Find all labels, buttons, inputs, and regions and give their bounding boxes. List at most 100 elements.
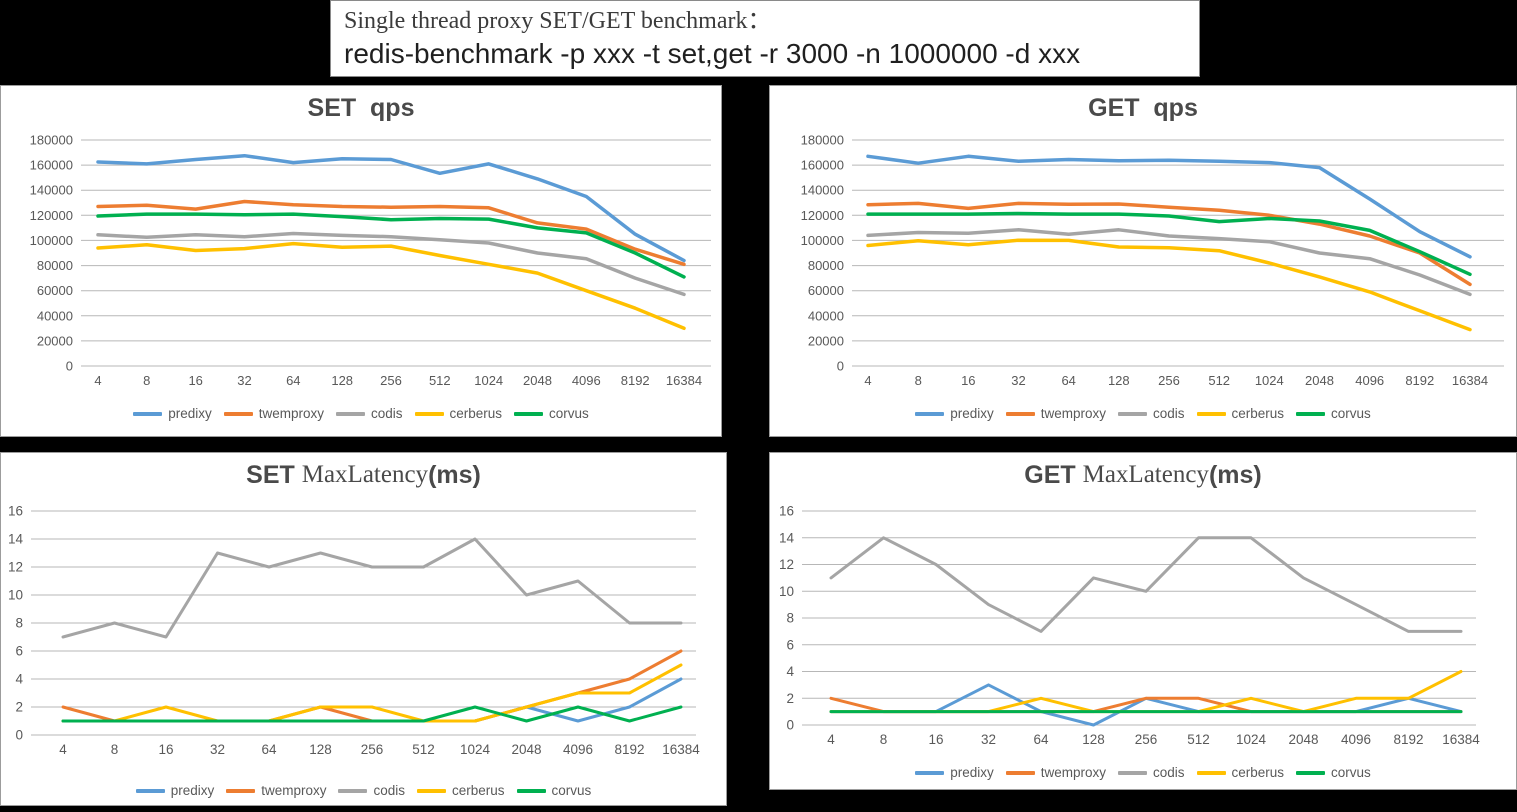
svg-text:1024: 1024 bbox=[1255, 373, 1284, 388]
legend-label-cerberus: cerberus bbox=[449, 406, 503, 421]
svg-text:128: 128 bbox=[1108, 373, 1130, 388]
legend-line-swatch-cerberus bbox=[414, 411, 444, 416]
legend-set-maxlatency: predixy twemproxy codis cerberus corvus bbox=[1, 783, 726, 798]
svg-text:1024: 1024 bbox=[460, 742, 491, 757]
legend-line-swatch-twemproxy bbox=[1005, 411, 1035, 416]
svg-text:8: 8 bbox=[143, 373, 150, 388]
legend-label-codis: codis bbox=[1152, 406, 1185, 421]
svg-text:100000: 100000 bbox=[30, 233, 73, 248]
svg-text:4: 4 bbox=[59, 742, 67, 757]
legend-label-cerberus: cerberus bbox=[1231, 406, 1285, 421]
svg-text:4: 4 bbox=[827, 732, 835, 747]
legend-label-predixy: predixy bbox=[950, 406, 994, 421]
svg-text:2048: 2048 bbox=[523, 373, 552, 388]
svg-text:512: 512 bbox=[1208, 373, 1230, 388]
legend-line-swatch-twemproxy bbox=[1005, 770, 1035, 775]
svg-text:4096: 4096 bbox=[563, 742, 593, 757]
chart-title-get-maxlatency: GET MaxLatency (ms) bbox=[770, 453, 1516, 497]
legend-set-qps: predixy twemproxy codis cerberus corvus bbox=[1, 406, 721, 421]
svg-text:8: 8 bbox=[915, 373, 922, 388]
svg-text:0: 0 bbox=[15, 728, 23, 743]
svg-text:64: 64 bbox=[286, 373, 300, 388]
legend-item-corvus: corvus bbox=[1296, 765, 1371, 780]
legend-get-qps: predixy twemproxy codis cerberus corvus bbox=[770, 406, 1516, 421]
legend-line-swatch-twemproxy bbox=[226, 788, 256, 793]
svg-text:100000: 100000 bbox=[801, 233, 844, 248]
legend-item-predixy: predixy bbox=[135, 783, 215, 798]
svg-text:16: 16 bbox=[8, 504, 23, 519]
legend-item-twemproxy: twemproxy bbox=[1005, 765, 1106, 780]
title-bold-left: GET bbox=[1024, 460, 1083, 489]
legend-item-cerberus: cerberus bbox=[1196, 406, 1285, 421]
svg-text:2: 2 bbox=[786, 691, 794, 706]
svg-text:2048: 2048 bbox=[1288, 732, 1318, 747]
svg-text:0: 0 bbox=[786, 718, 794, 733]
legend-label-predixy: predixy bbox=[170, 783, 215, 798]
legend-label-twemproxy: twemproxy bbox=[1040, 765, 1106, 780]
svg-text:32: 32 bbox=[237, 373, 251, 388]
svg-text:16: 16 bbox=[928, 732, 943, 747]
legend-label-codis: codis bbox=[1152, 765, 1185, 780]
svg-text:4: 4 bbox=[864, 373, 871, 388]
svg-text:0: 0 bbox=[66, 359, 73, 374]
svg-text:140000: 140000 bbox=[30, 183, 73, 198]
legend-line-swatch-twemproxy bbox=[223, 411, 253, 416]
svg-text:2048: 2048 bbox=[1305, 373, 1334, 388]
svg-text:32: 32 bbox=[981, 732, 996, 747]
svg-text:160000: 160000 bbox=[801, 158, 844, 173]
legend-label-cerberus: cerberus bbox=[1231, 765, 1285, 780]
legend-line-swatch-predixy bbox=[133, 411, 163, 416]
benchmark-title-box: Single thread proxy SET/GET benchmark： r… bbox=[330, 0, 1200, 77]
legend-label-predixy: predixy bbox=[168, 406, 212, 421]
legend-item-cerberus: cerberus bbox=[417, 783, 505, 798]
svg-text:16384: 16384 bbox=[1452, 373, 1488, 388]
panel-set-maxlatency: SET MaxLatency (ms) 0 2 4 6 8 10 12 14 16 4 8 16 32 64… bbox=[0, 452, 727, 806]
legend-line-swatch-predixy bbox=[135, 788, 165, 793]
svg-text:160000: 160000 bbox=[30, 158, 73, 173]
legend-line-swatch-corvus bbox=[516, 788, 546, 793]
title-serif: MaxLatency bbox=[1082, 461, 1209, 488]
title-bold-right: (ms) bbox=[428, 460, 481, 489]
svg-text:80000: 80000 bbox=[808, 258, 844, 273]
svg-text:12: 12 bbox=[779, 557, 794, 572]
svg-text:64: 64 bbox=[1033, 732, 1049, 747]
svg-text:2: 2 bbox=[15, 700, 23, 715]
legend-label-cerberus: cerberus bbox=[452, 783, 505, 798]
benchmark-command-line: redis-benchmark -p xxx -t set,get -r 300… bbox=[344, 38, 1081, 69]
get-maxlatency-plot: 0 2 4 6 8 10 12 14 16 4 8 16 32 64 128 256 512 1024 2048 40… bbox=[779, 504, 1480, 748]
set-maxlatency-plot: 0 2 4 6 8 10 12 14 16 4 8 16 32 64 128 256 512 1024 2048 40… bbox=[8, 504, 700, 758]
legend-line-swatch-codis bbox=[338, 788, 368, 793]
svg-text:16: 16 bbox=[188, 373, 202, 388]
svg-text:256: 256 bbox=[380, 373, 402, 388]
legend-line-swatch-predixy bbox=[915, 411, 945, 416]
svg-text:256: 256 bbox=[361, 742, 384, 757]
legend-label-codis: codis bbox=[373, 783, 405, 798]
legend-line-swatch-corvus bbox=[514, 411, 544, 416]
svg-text:64: 64 bbox=[1061, 373, 1075, 388]
chart-title-get-qps: GET qps bbox=[770, 86, 1516, 130]
svg-text:32: 32 bbox=[1011, 373, 1025, 388]
svg-text:4: 4 bbox=[94, 373, 101, 388]
legend-item-corvus: corvus bbox=[516, 783, 591, 798]
svg-text:512: 512 bbox=[429, 373, 451, 388]
benchmark-title-line1: Single thread proxy SET/GET benchmark： bbox=[344, 8, 772, 34]
title-bold-left: GET qps bbox=[1088, 93, 1198, 122]
svg-text:8192: 8192 bbox=[614, 742, 644, 757]
svg-text:180000: 180000 bbox=[801, 133, 844, 148]
svg-text:64: 64 bbox=[261, 742, 277, 757]
svg-text:8: 8 bbox=[786, 611, 794, 626]
svg-text:8: 8 bbox=[111, 742, 119, 757]
svg-text:180000: 180000 bbox=[30, 133, 73, 148]
panel-set-qps: SET qps 0 20000 40000 60000 80000 100000 12000… bbox=[0, 85, 722, 437]
legend-line-swatch-cerberus bbox=[1196, 770, 1226, 775]
svg-text:8: 8 bbox=[880, 732, 888, 747]
panel-get-qps: GET qps 0 20000 40000 60000 80000 100000 12000… bbox=[769, 85, 1517, 437]
svg-text:16: 16 bbox=[158, 742, 173, 757]
svg-text:8: 8 bbox=[15, 616, 23, 631]
svg-text:256: 256 bbox=[1135, 732, 1158, 747]
svg-text:4: 4 bbox=[786, 664, 794, 679]
svg-text:16384: 16384 bbox=[1442, 732, 1480, 747]
svg-text:16384: 16384 bbox=[666, 373, 702, 388]
svg-text:4096: 4096 bbox=[1355, 373, 1384, 388]
legend-item-cerberus: cerberus bbox=[414, 406, 503, 421]
